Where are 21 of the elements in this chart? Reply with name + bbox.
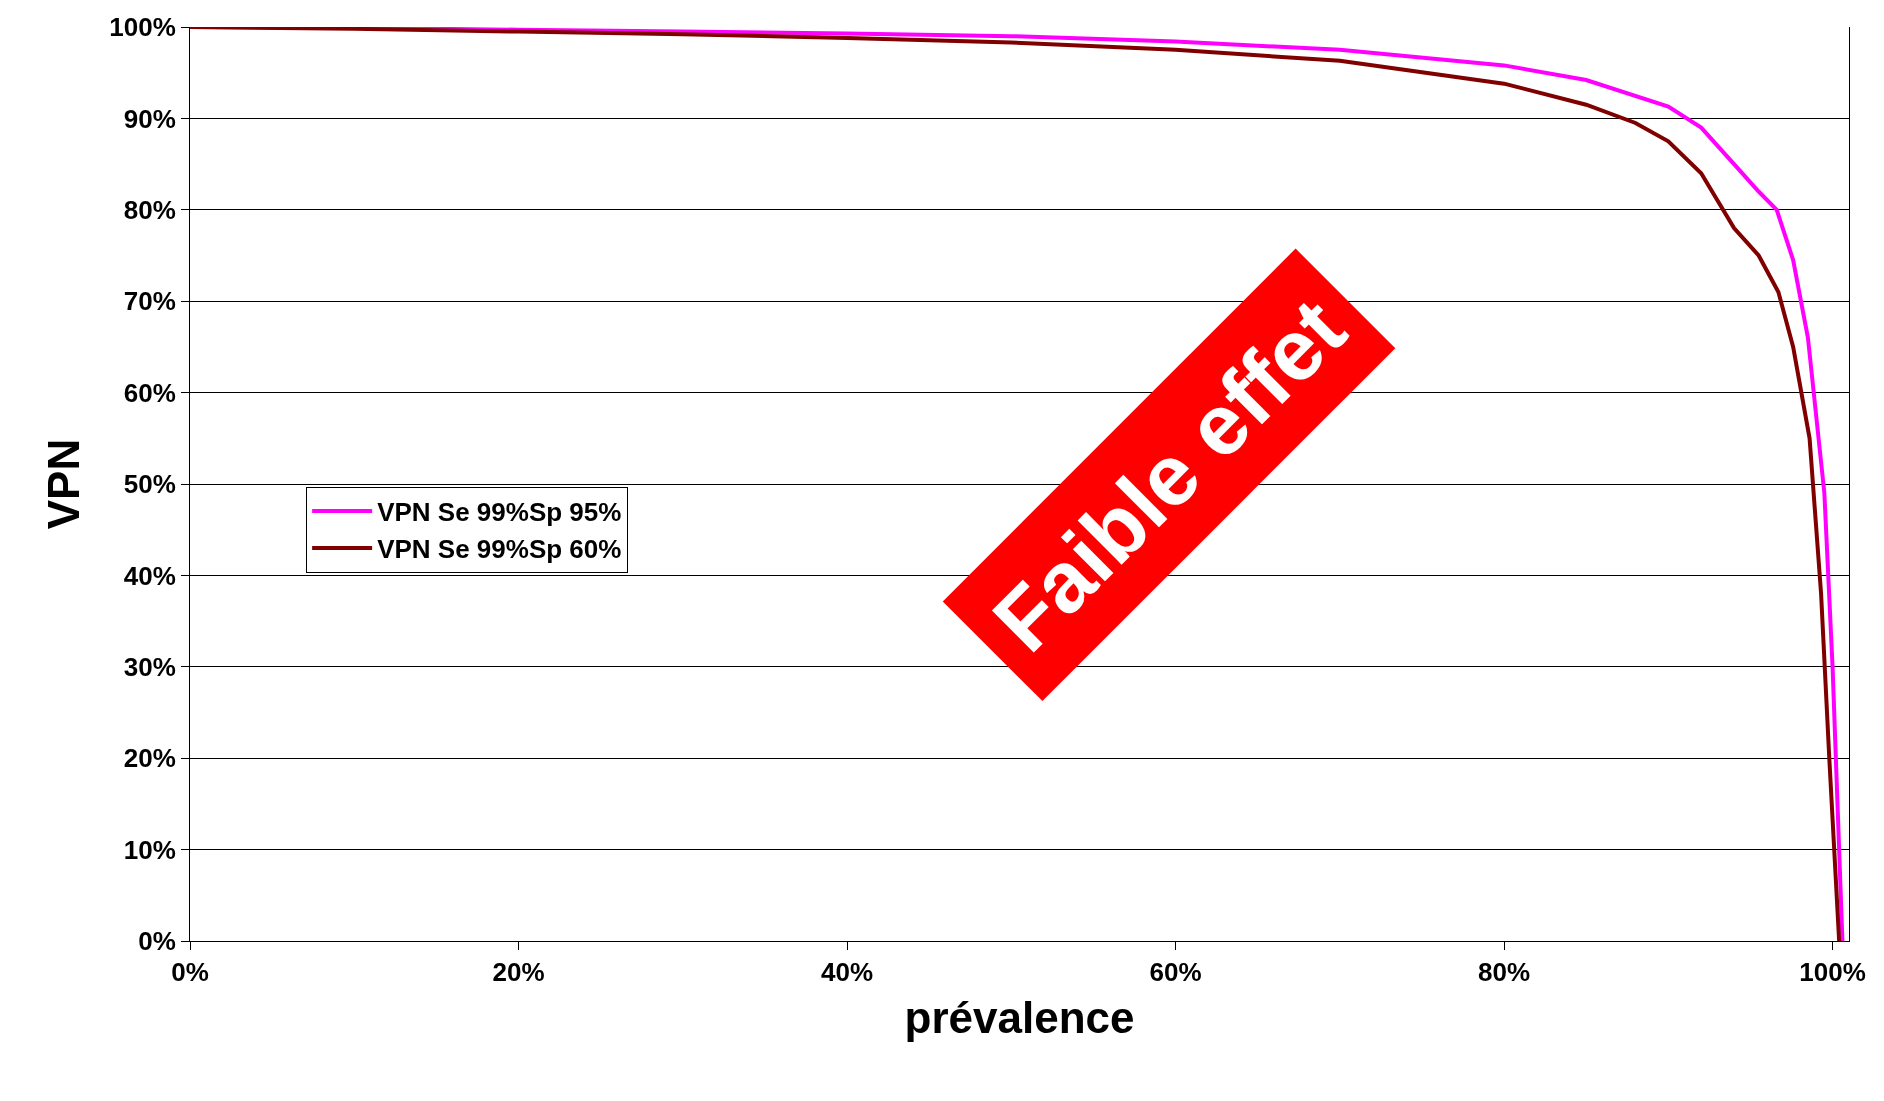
- y-tick-label: 0%: [138, 926, 176, 957]
- legend-label: VPN Se 99%Sp 60%: [377, 534, 622, 565]
- y-tick-label: 40%: [123, 560, 176, 591]
- x-tick-label: 60%: [1149, 957, 1202, 988]
- y-tick-label: 10%: [123, 834, 176, 865]
- x-tick-label: 40%: [821, 957, 874, 988]
- y-axis-title: VPN: [39, 438, 89, 530]
- x-axis-title: prévalence: [904, 992, 1135, 1042]
- y-tick-label: 70%: [123, 286, 176, 317]
- y-tick-label: 90%: [123, 103, 176, 134]
- x-tick-label: 20%: [492, 957, 545, 988]
- y-tick-label: 50%: [123, 469, 176, 500]
- y-tick-label: 100%: [109, 12, 176, 43]
- x-tick-label: 100%: [1799, 957, 1866, 988]
- y-tick-label: 60%: [123, 377, 176, 408]
- y-tick-label: 30%: [123, 651, 176, 682]
- y-tick-label: 80%: [123, 194, 176, 225]
- x-tick-label: 0%: [171, 957, 209, 988]
- y-tick-label: 20%: [123, 743, 176, 774]
- legend-label: VPN Se 99%Sp 95%: [377, 497, 622, 528]
- x-tick-label: 80%: [1478, 957, 1531, 988]
